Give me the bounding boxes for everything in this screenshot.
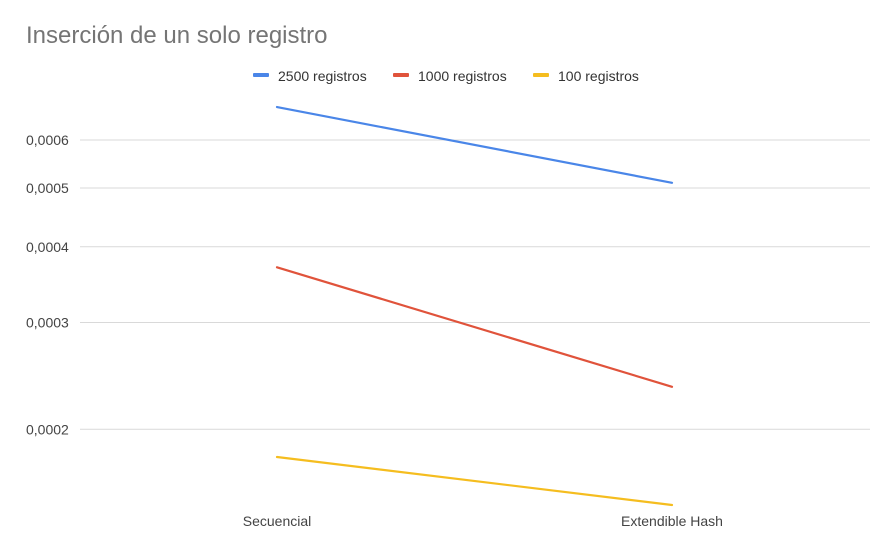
legend-swatch bbox=[393, 73, 409, 77]
y-tick-label: 0,0006 bbox=[26, 132, 69, 148]
legend-label: 2500 registros bbox=[278, 68, 367, 84]
y-tick-label: 0,0002 bbox=[26, 421, 69, 437]
legend-label: 1000 registros bbox=[418, 68, 507, 84]
y-tick-label: 0,0003 bbox=[26, 315, 69, 331]
series-line bbox=[275, 455, 674, 507]
legend-swatch bbox=[533, 73, 549, 77]
series-line bbox=[275, 105, 674, 184]
legend: 2500 registros 1000 registros 100 registro… bbox=[253, 68, 639, 84]
y-axis: 0,0002 0,0003 0,0004 0,0005 0,0006 bbox=[26, 132, 69, 437]
grid-layer bbox=[80, 139, 870, 430]
x-tick-label: Extendible Hash bbox=[621, 513, 723, 529]
legend-label: 100 registros bbox=[558, 68, 639, 84]
y-tick-label: 0,0005 bbox=[26, 180, 69, 196]
y-tick-label: 0,0004 bbox=[26, 239, 69, 255]
x-axis: Secuencial Extendible Hash bbox=[243, 513, 723, 529]
chart-title: Inserción de un solo registro bbox=[26, 22, 328, 49]
x-tick-label: Secuencial bbox=[243, 513, 312, 529]
series-line bbox=[275, 266, 674, 388]
series-layer bbox=[275, 105, 674, 507]
legend-swatch bbox=[253, 73, 269, 77]
